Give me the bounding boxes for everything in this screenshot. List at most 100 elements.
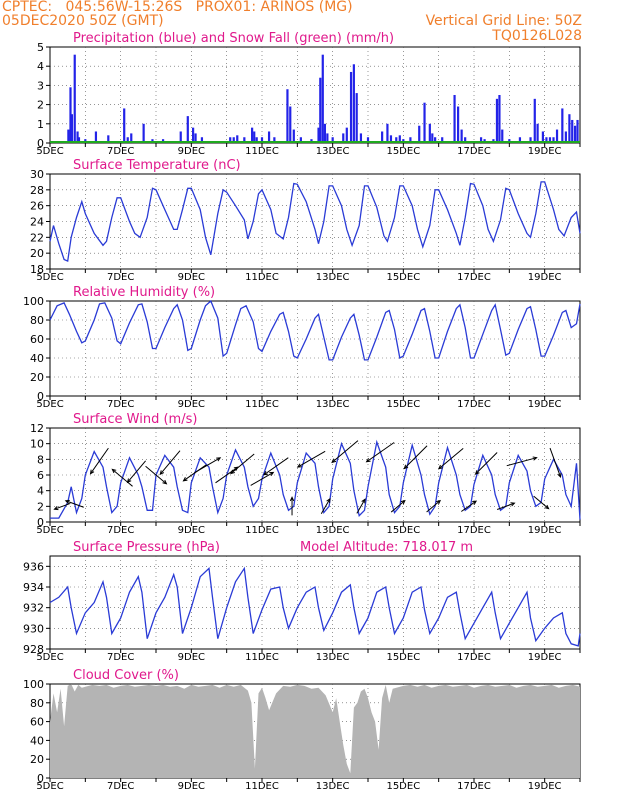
precip-bar <box>529 137 532 143</box>
wind-arrow <box>263 457 289 476</box>
precip-bar <box>73 54 76 143</box>
wind-arrow-head <box>474 470 480 475</box>
wind-xtick-label: 7DEC <box>107 525 134 536</box>
rh-panel: 0 20 40 60 80 100 5DEC 7DEC 9DEC 11DEC 13DEC 15DEC 1… <box>23 285 581 410</box>
wind-arrow <box>215 466 239 484</box>
pressure-ytick-label: 936 <box>23 560 44 573</box>
precip-bar <box>326 133 329 143</box>
precip-bar <box>564 131 567 143</box>
header-grid-note: Vertical Grid Line: 50Z <box>425 13 582 29</box>
wind-xtick-label: 19DEC <box>528 525 562 536</box>
wind-arrow <box>90 447 109 474</box>
precip-bar <box>518 137 522 143</box>
precip-bar <box>292 129 295 143</box>
precip-bar <box>386 123 389 143</box>
pressure-ytick-label: 928 <box>23 643 44 656</box>
wind-arrow <box>461 500 477 512</box>
precip-bar <box>548 137 552 143</box>
temp-xtick-label: 17DEC <box>457 272 491 283</box>
precip-bar <box>253 131 256 143</box>
wind-arrow <box>403 445 428 469</box>
wind-arrow-head <box>532 456 538 461</box>
rh-xtick-label: 17DEC <box>457 399 491 410</box>
precip-bar <box>76 131 79 143</box>
pressure-title: Surface Pressure (hPa) <box>73 540 220 555</box>
wind-arrow-head <box>365 458 371 463</box>
precip-bar <box>568 114 571 143</box>
wind-arrow <box>506 457 537 467</box>
precip-bar <box>355 93 358 143</box>
wind-arrow-head <box>111 468 117 474</box>
rh-xtick-label: 9DEC <box>178 399 205 410</box>
precip-bar <box>267 131 271 143</box>
temp-xtick-label: 13DEC <box>316 272 350 283</box>
precip-bar <box>453 95 456 143</box>
temp-title: Surface Temperature (nC) <box>73 158 241 173</box>
precip-bar <box>323 123 326 143</box>
pressure-xtick-label: 5DEC <box>36 652 63 663</box>
wind-arrow <box>426 500 441 513</box>
cloud-ytick-label: 100 <box>23 678 44 691</box>
wind-arrow-head <box>230 469 235 475</box>
wind-arrow <box>356 499 366 514</box>
wind-arrow-head <box>89 469 95 475</box>
precip-bar <box>273 137 276 143</box>
precip-bar <box>349 71 353 143</box>
cloud-xtick-label: 17DEC <box>457 781 491 792</box>
rh-xtick-label: 7DEC <box>107 399 134 410</box>
wind-series-line <box>50 439 581 520</box>
wind-arrow <box>438 447 464 470</box>
precip-bar <box>552 137 555 143</box>
rh-frame <box>49 300 581 397</box>
pressure-series-line <box>49 566 581 647</box>
precip-bar <box>533 98 536 143</box>
rh-ytick-label: 0 <box>37 390 44 403</box>
precip-xtick-label: 5DEC <box>36 146 63 157</box>
wind-arrow <box>250 471 274 486</box>
pressure-xtick-label: 17DEC <box>457 652 491 663</box>
temp-xtick-label: 15DEC <box>386 272 420 283</box>
rh-xtick-label: 15DEC <box>386 399 420 410</box>
pressure-xtick-label: 7DEC <box>107 652 134 663</box>
precip-bar <box>251 127 254 143</box>
rh-xtick-label: 5DEC <box>36 399 63 410</box>
wind-arrow <box>194 457 221 474</box>
rh-ytick-label: 100 <box>23 295 44 308</box>
precip-title: Precipitation (blue) and Snow Fall (gree… <box>73 31 394 46</box>
wind-arrow <box>297 450 326 468</box>
precip-ytick-label: 5 <box>37 41 44 54</box>
wind-arrow-head <box>159 470 165 476</box>
wind-arrow <box>65 500 84 508</box>
wind-arrow-head <box>437 464 443 470</box>
precip-bar <box>107 135 110 143</box>
temp-series-line <box>49 181 581 263</box>
precip-bar <box>366 137 370 143</box>
wind-arrow-head <box>557 472 562 478</box>
precip-bar <box>561 108 564 143</box>
wind-ytick-label: 2 <box>37 500 44 513</box>
wind-xtick-label: 15DEC <box>386 525 420 536</box>
wind-arrow-head <box>263 470 269 476</box>
wind-arrow <box>145 465 167 485</box>
wind-ytick-label: 8 <box>37 453 44 466</box>
wind-arrow-head <box>510 502 516 507</box>
pressure-subtitle: Model Altitude: 718.017 m <box>300 540 473 555</box>
precip-ytick-label: 3 <box>37 79 44 92</box>
wind-ytick-label: 6 <box>37 469 44 482</box>
precip-bar <box>232 137 235 143</box>
cloud-ytick-label: 60 <box>30 716 44 729</box>
cloud-xtick-label: 13DEC <box>316 781 350 792</box>
precip-bar <box>77 137 81 143</box>
rh-ytick-label: 80 <box>30 314 44 327</box>
wind-arrow <box>475 452 498 475</box>
wind-arrow <box>331 440 359 463</box>
wind-arrow-head <box>361 498 366 504</box>
header-model-id: TQ0126L028 <box>492 28 582 44</box>
precip-bar <box>123 108 126 143</box>
precip-bar <box>331 137 334 143</box>
wind-title: Surface Wind (m/s) <box>73 412 197 427</box>
precip-bar <box>555 129 559 143</box>
precip-bar <box>70 114 74 143</box>
wind-arrow-head <box>544 504 550 510</box>
